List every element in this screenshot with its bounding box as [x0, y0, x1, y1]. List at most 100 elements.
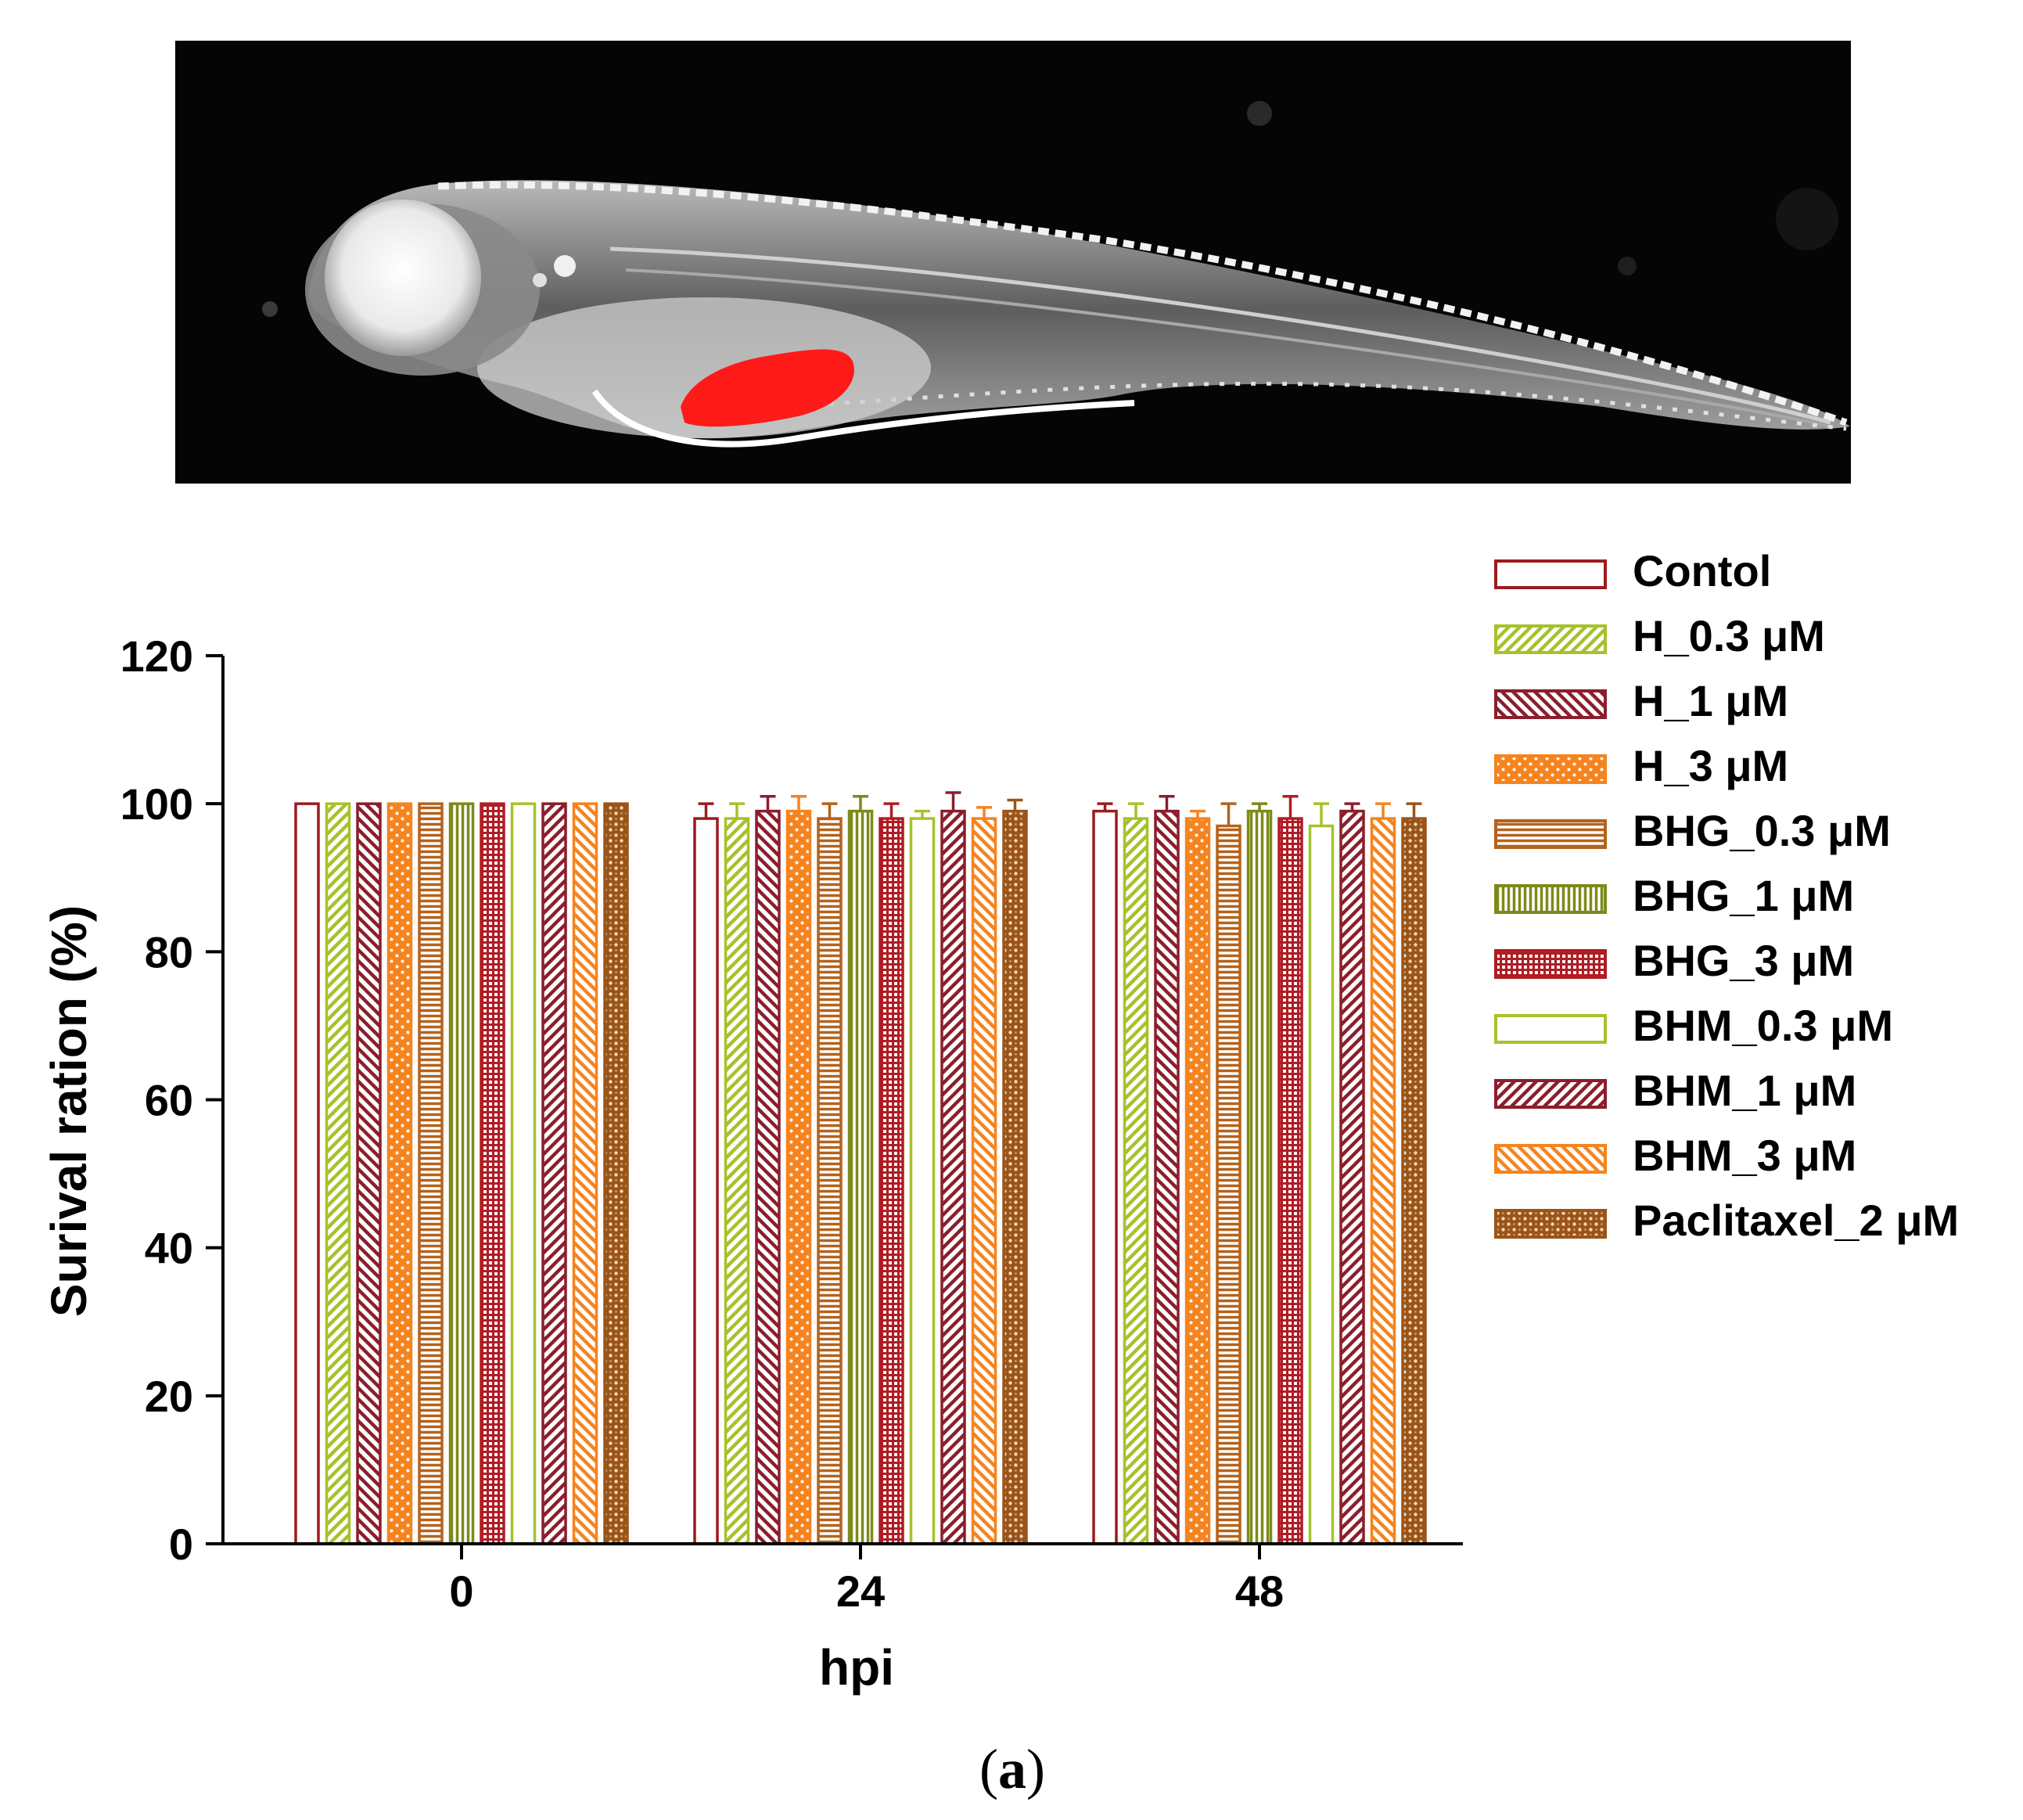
larva-otic-vesicle [554, 255, 576, 277]
legend-swatch [1494, 624, 1607, 654]
legend-item: H_0.3 μM [1494, 611, 1825, 660]
legend-swatch [1494, 819, 1607, 849]
y-tick-label: 20 [145, 1372, 193, 1421]
y-tick-label: 80 [145, 927, 193, 977]
y-tick-label: 100 [120, 779, 193, 829]
larva-otic-vesicle-2 [533, 273, 547, 287]
legend-swatch [1494, 1014, 1607, 1044]
bar-h-3-m-0 [386, 802, 413, 1545]
error-bar [1128, 802, 1144, 819]
bar-contol-0 [294, 802, 320, 1545]
legend-item: BHG_0.3 μM [1494, 806, 1891, 855]
y-tick-label: 0 [169, 1520, 193, 1569]
error-bar [1190, 809, 1206, 819]
legend-swatch [1494, 1209, 1607, 1239]
error-bar [976, 806, 992, 819]
legend-label: BHG_3 μM [1633, 936, 1854, 985]
error-bar [729, 802, 745, 819]
bar-bhg-0-3-m-24 [817, 817, 843, 1545]
bar-bhm-1-m-48 [1339, 809, 1365, 1545]
legend-label: BHG_1 μM [1633, 871, 1854, 920]
bar-bhg-3-m-24 [879, 817, 904, 1545]
bar-h-0-3-m-0 [325, 802, 351, 1545]
bar-h-1-m-48 [1154, 809, 1180, 1545]
x-tick-label: 24 [836, 1566, 885, 1616]
speckle [262, 301, 278, 317]
error-bar [1375, 802, 1391, 819]
legend-label: BHM_1 μM [1633, 1066, 1856, 1115]
bar-h-3-m-48 [1184, 817, 1211, 1545]
bars-layer [294, 802, 1427, 1545]
x-tick-label: 48 [1235, 1566, 1284, 1616]
error-bars-layer [698, 791, 1422, 826]
bar-bhm-3-m-48 [1370, 817, 1396, 1545]
larva-eye-icon [325, 200, 481, 356]
error-bar [1313, 802, 1329, 826]
x-axis-title: hpi [819, 1639, 894, 1696]
legend-item: BHM_3 μM [1494, 1131, 1856, 1180]
bar-bhg-3-m-0 [480, 802, 505, 1545]
legend-swatch [1494, 754, 1607, 784]
bar-h-1-m-0 [356, 802, 382, 1545]
bar-bhg-3-m-48 [1277, 817, 1303, 1545]
error-bar [1282, 794, 1299, 819]
bar-bhm-1-m-24 [940, 809, 966, 1545]
legend-swatch [1494, 1144, 1607, 1174]
error-bar [791, 794, 807, 811]
legend-item: BHG_3 μM [1494, 936, 1854, 985]
bar-bhg-0-3-m-0 [418, 802, 444, 1545]
bar-h-0-3-m-48 [1123, 817, 1149, 1545]
bar-bhg-0-3-m-48 [1216, 824, 1241, 1545]
legend-item: BHG_1 μM [1494, 871, 1854, 920]
axes-layer: 0 20 40 60 80 100 120 0 24 48 [120, 631, 1463, 1616]
bar-bhg-1-m-0 [448, 802, 475, 1545]
x-tick-label: 0 [449, 1566, 473, 1616]
bar-bhm-1-m-0 [541, 802, 567, 1545]
y-axis-title: Surival ration (%) [41, 905, 97, 1317]
bar-bhm-0-3-m-48 [1308, 824, 1335, 1545]
bar-bhg-1-m-24 [847, 809, 874, 1545]
bar-contol-24 [693, 817, 719, 1545]
bar-h-1-m-24 [755, 809, 781, 1545]
legend-label: BHM_3 μM [1633, 1131, 1856, 1180]
error-bar [1406, 802, 1422, 819]
error-bar [698, 802, 714, 819]
legend-label: H_1 μM [1633, 676, 1788, 725]
legend-item: BHM_1 μM [1494, 1066, 1856, 1115]
bar-bhm-3-m-0 [572, 802, 598, 1545]
legend: Contol H_0.3 μM H_1 μM H_3 μM BHG_0.3 μM BHG_… [1494, 546, 1959, 1245]
bar-bhm-0-3-m-0 [510, 802, 537, 1545]
legend-item: H_3 μM [1494, 741, 1788, 790]
error-bar [914, 809, 930, 819]
tumor-highlight-region [681, 349, 854, 427]
error-bar [853, 794, 868, 811]
speckle [1776, 188, 1838, 250]
bar-bhm-0-3-m-24 [909, 817, 936, 1545]
legend-swatch [1494, 949, 1607, 979]
panel-label: (a) [979, 1738, 1045, 1800]
legend-item: BHM_0.3 μM [1494, 1001, 1893, 1050]
error-bar [1159, 794, 1175, 811]
bar-h-0-3-m-24 [724, 817, 750, 1545]
larva-notochord-2 [625, 268, 1831, 428]
bar-paclitaxel-2-m-0 [603, 802, 629, 1545]
error-bar [760, 794, 776, 811]
speckle [1618, 257, 1637, 275]
legend-item: Paclitaxel_2 μM [1494, 1196, 1959, 1245]
legend-swatch [1494, 689, 1607, 719]
legend-label: BHM_0.3 μM [1633, 1001, 1893, 1050]
legend-item: H_1 μM [1494, 676, 1788, 725]
y-tick-label: 40 [145, 1224, 193, 1273]
bar-contol-48 [1092, 809, 1118, 1545]
legend-swatch [1494, 884, 1607, 914]
error-bar [1097, 802, 1113, 811]
error-bar [821, 802, 838, 819]
legend-item: Contol [1494, 546, 1771, 595]
bar-h-3-m-24 [785, 809, 812, 1545]
error-bar [1007, 798, 1023, 811]
y-tick-label: 60 [145, 1076, 193, 1125]
zebrafish-larva-image [175, 41, 1851, 484]
y-tick-label: 120 [120, 631, 193, 681]
